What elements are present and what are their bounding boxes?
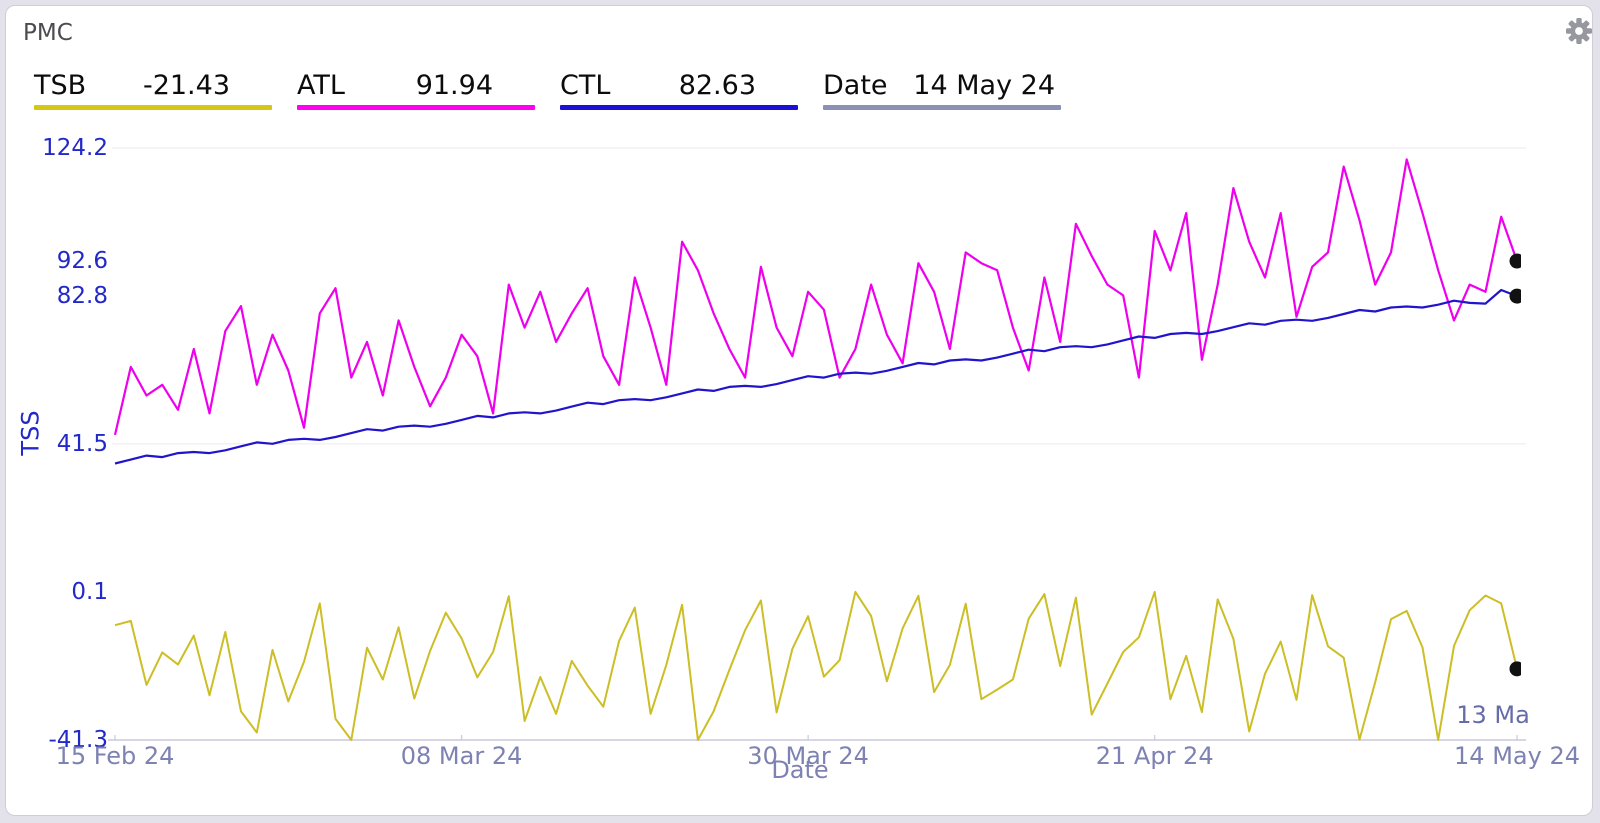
legend-label: CTL — [560, 70, 611, 101]
page-title: PMC — [23, 20, 73, 46]
legend-item-date[interactable]: Date 14 May 24 — [823, 69, 1061, 110]
legend-color-bar — [34, 105, 272, 110]
legend-item-ctl[interactable]: CTL 82.63 — [560, 69, 798, 110]
legend-value: 14 May 24 — [913, 70, 1055, 101]
gear-icon[interactable] — [1565, 17, 1593, 45]
legend-color-bar — [823, 105, 1061, 110]
legend-item-tsb[interactable]: TSB -21.43 — [34, 69, 272, 110]
legend-color-bar — [297, 105, 535, 110]
legend-value: 91.94 — [415, 70, 493, 101]
legend-value: -21.43 — [142, 70, 230, 101]
legend-color-bar — [560, 105, 798, 110]
legend-item-atl[interactable]: ATL 91.94 — [297, 69, 535, 110]
legend-value: 82.63 — [678, 70, 756, 101]
legend-label: TSB — [34, 70, 87, 101]
legend-label: ATL — [297, 70, 345, 101]
legend-label: Date — [823, 70, 888, 101]
chart-legend: TSB -21.43 ATL 91.94 CTL 82.63 Date 14 May 24 — [34, 69, 1086, 110]
pmc-chart-card: PMC TSB -21.43 ATL 91.94 CTL 82.63 Date 14 May … — [5, 5, 1593, 816]
